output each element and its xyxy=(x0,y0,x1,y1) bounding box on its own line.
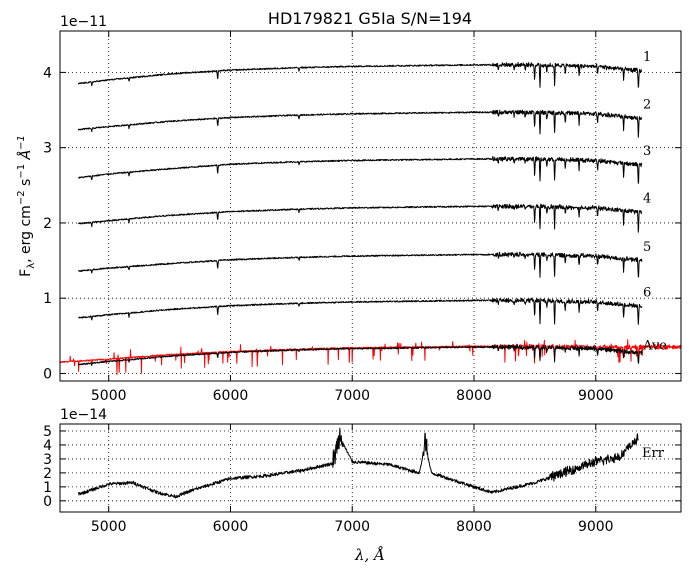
x-tick-label: 7000 xyxy=(334,388,370,404)
series-label-ave: Ave xyxy=(642,338,667,353)
series-label-1: 1 xyxy=(643,50,651,65)
x-axis-label: λ, Å xyxy=(354,546,385,564)
y-tick-label: 0 xyxy=(43,366,52,382)
x-tick-label: 5000 xyxy=(91,388,127,404)
y-tick-label: 2 xyxy=(43,216,52,232)
series-label-4: 4 xyxy=(643,192,651,207)
y-tick-label: 1 xyxy=(43,480,52,496)
y-tick-label: 4 xyxy=(43,438,52,454)
bottom-offset-label: 1e−14 xyxy=(60,407,107,423)
figure: 5000600070008000900001234 123456Ave HD17… xyxy=(0,0,689,576)
x-tick-label: 9000 xyxy=(578,388,614,404)
y-tick-label: 3 xyxy=(43,452,52,468)
y-tick-label: 4 xyxy=(43,65,52,81)
y-axis-label: Fλ, erg cm−2 s−1 Å−1 xyxy=(16,135,37,277)
x-tick-label: 9000 xyxy=(578,519,614,535)
y-tick-label: 1 xyxy=(43,291,52,307)
series-label-err: Err xyxy=(642,446,665,461)
y-tick-label: 2 xyxy=(43,466,52,482)
x-tick-label: 5000 xyxy=(91,519,127,535)
bottom-annotations: Err xyxy=(642,446,665,461)
y-tick-label: 5 xyxy=(43,424,52,440)
x-tick-label: 6000 xyxy=(213,519,249,535)
x-tick-label: 6000 xyxy=(213,388,249,404)
series-label-2: 2 xyxy=(643,98,651,113)
series-label-6: 6 xyxy=(643,286,651,301)
x-tick-label: 7000 xyxy=(334,519,370,535)
chart-title: HD179821 G5Ia S/N=194 xyxy=(268,9,472,28)
x-tick-label: 8000 xyxy=(456,519,492,535)
series-label-5: 5 xyxy=(643,240,651,255)
y-tick-label: 3 xyxy=(43,141,52,157)
y-tick-label: 0 xyxy=(43,494,52,510)
series-label-3: 3 xyxy=(643,144,651,159)
top-offset-label: 1e−11 xyxy=(60,14,107,30)
bottom-panel: 5000 6000 7000 8000 9000 012345 Err 1e−14 λ, … xyxy=(43,407,681,564)
top-panel: 5000 6000 7000 8000 9000 0 1 2 3 4 1 2 3 4 5 6 Ave HD17… xyxy=(16,9,681,404)
x-tick-label: 8000 xyxy=(456,388,492,404)
